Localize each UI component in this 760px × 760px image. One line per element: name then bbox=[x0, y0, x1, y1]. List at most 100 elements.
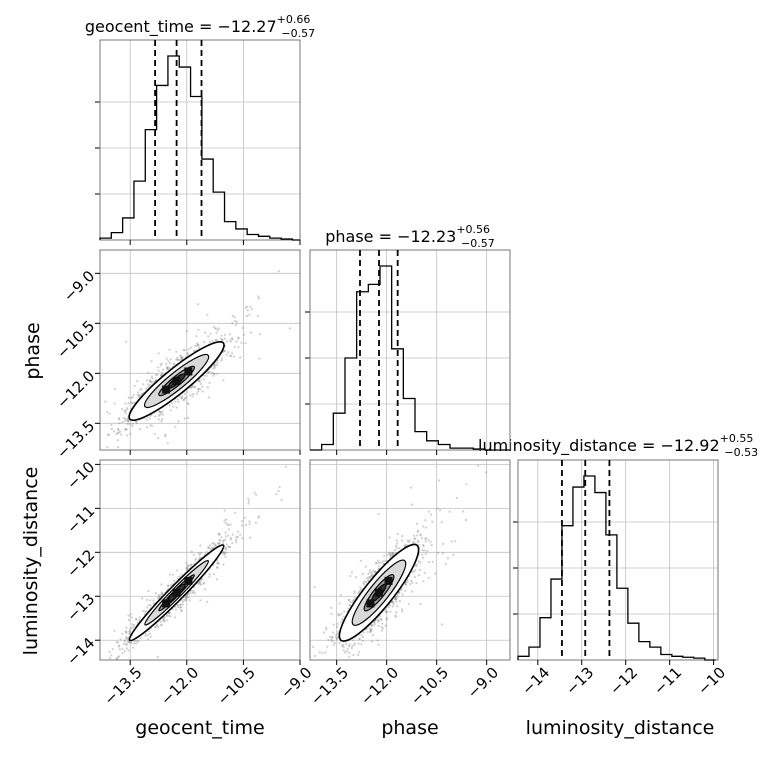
scatter-point bbox=[167, 584, 170, 588]
scatter-point bbox=[199, 544, 202, 547]
scatter-point bbox=[284, 465, 287, 468]
scatter-point bbox=[237, 337, 240, 340]
scatter-point bbox=[388, 536, 391, 539]
scatter-point bbox=[239, 533, 242, 536]
scatter-point bbox=[178, 575, 181, 578]
scatter-point bbox=[337, 614, 340, 617]
scatter-point bbox=[368, 571, 372, 574]
title-luminosity-distance: luminosity_distance = −12.92+0.55 −0.53 bbox=[478, 432, 758, 459]
scatter-point bbox=[186, 402, 189, 405]
scatter-point bbox=[199, 382, 203, 386]
scatter-point bbox=[348, 651, 351, 655]
scatter-point bbox=[370, 640, 373, 643]
scatter-point bbox=[167, 584, 170, 587]
scatter-point bbox=[207, 396, 210, 399]
scatter-point bbox=[228, 546, 232, 549]
scatter-point bbox=[343, 615, 346, 618]
scatter-point bbox=[164, 433, 167, 436]
scatter-point bbox=[436, 507, 439, 510]
scatter-point bbox=[240, 341, 243, 344]
scatter-point bbox=[213, 364, 216, 367]
scatter-point bbox=[335, 637, 339, 641]
scatter-point bbox=[174, 400, 177, 403]
scatter-point bbox=[207, 546, 210, 549]
scatter-point bbox=[380, 618, 383, 621]
scatter-point bbox=[334, 634, 338, 637]
scatter-point bbox=[118, 422, 121, 425]
scatter-point bbox=[115, 657, 118, 660]
scatter-point bbox=[389, 553, 392, 557]
scatter-point bbox=[192, 589, 195, 592]
scatter-point bbox=[352, 659, 355, 660]
scatter-point bbox=[147, 638, 150, 641]
scatter-point bbox=[369, 569, 372, 572]
scatter-point bbox=[240, 524, 243, 527]
scatter-point bbox=[377, 559, 380, 562]
scatter-point bbox=[414, 537, 417, 540]
scatter-point bbox=[157, 366, 160, 369]
scatter-point bbox=[124, 637, 127, 640]
scatter-point bbox=[179, 356, 182, 359]
scatter-point bbox=[248, 313, 251, 316]
scatter-point bbox=[381, 560, 384, 563]
scatter-point bbox=[218, 533, 221, 536]
scatter-point bbox=[181, 356, 184, 359]
scatter-point bbox=[152, 599, 155, 602]
scatter-point bbox=[224, 555, 227, 559]
scatter-point bbox=[393, 548, 396, 552]
scatter-point bbox=[140, 387, 143, 390]
scatter-point bbox=[391, 605, 394, 608]
scatter-point bbox=[424, 552, 427, 556]
hist-panel-luminosity_distance bbox=[513, 459, 719, 665]
scatter-point bbox=[180, 573, 183, 576]
scatter-point bbox=[172, 363, 175, 366]
scatter-point bbox=[353, 592, 356, 595]
scatter-point bbox=[186, 391, 189, 394]
scatter-point bbox=[377, 624, 380, 628]
scatter-point bbox=[415, 582, 418, 585]
scatter-point bbox=[61, 729, 63, 731]
scatter-point bbox=[229, 354, 232, 357]
scatter-point bbox=[151, 377, 154, 380]
scatter-point bbox=[371, 623, 374, 627]
scatter-point bbox=[196, 342, 199, 345]
scatter-point bbox=[166, 366, 169, 369]
scatter-point bbox=[361, 639, 364, 642]
scatter-point bbox=[357, 591, 360, 594]
scatter-point bbox=[209, 340, 212, 343]
scatter-point bbox=[225, 543, 228, 546]
scatter-point bbox=[347, 645, 351, 648]
scatter-point bbox=[216, 363, 219, 366]
scatter-point bbox=[161, 368, 164, 371]
scatter-point bbox=[157, 593, 160, 597]
scatter-point bbox=[394, 595, 397, 599]
scatter-point bbox=[438, 479, 441, 482]
scatter-point bbox=[185, 596, 188, 599]
scatter-point bbox=[126, 637, 129, 640]
scatter-point bbox=[130, 616, 133, 619]
scatter-point bbox=[358, 651, 361, 654]
scatter-point bbox=[423, 572, 426, 575]
scatter-point bbox=[180, 609, 183, 612]
scatter-point bbox=[161, 410, 164, 413]
scatter-point bbox=[197, 552, 200, 555]
scatter-point bbox=[206, 386, 209, 389]
scatter-point bbox=[416, 539, 420, 543]
scatter-point bbox=[220, 334, 223, 337]
scatter-point bbox=[404, 583, 407, 586]
scatter-point bbox=[104, 454, 106, 456]
scatter-point bbox=[419, 533, 422, 536]
scatter-point bbox=[388, 551, 391, 554]
scatter-point bbox=[374, 561, 378, 565]
scatter-point bbox=[173, 616, 177, 619]
scatter-point bbox=[224, 535, 227, 538]
scatter-point bbox=[49, 729, 51, 731]
scatter-point bbox=[133, 384, 136, 388]
density-peak-1 bbox=[172, 377, 181, 385]
scatter-point bbox=[440, 521, 443, 524]
scatter-point bbox=[388, 552, 391, 555]
scatter-point bbox=[142, 383, 145, 386]
scatter-point bbox=[124, 402, 127, 405]
scatter-point bbox=[117, 644, 120, 647]
